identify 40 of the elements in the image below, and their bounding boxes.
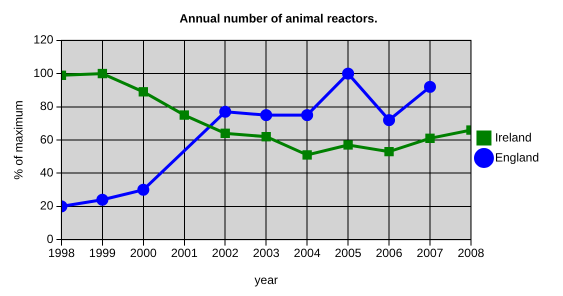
- x-tick-label: 1998: [48, 246, 76, 260]
- y-tick-label: 40: [40, 166, 54, 180]
- x-tick-label: 2005: [334, 246, 362, 260]
- legend-label: England: [494, 150, 540, 164]
- point: [343, 140, 353, 150]
- y-tick-label: 20: [40, 198, 54, 213]
- point: [302, 150, 312, 160]
- point: [137, 184, 150, 196]
- x-tick-label: 2006: [376, 246, 403, 260]
- point: [138, 87, 148, 97]
- chart-title: Annual number of animal reactors.: [179, 12, 378, 26]
- x-tick-label: 2008: [458, 246, 485, 260]
- point: [260, 109, 272, 122]
- point: [384, 146, 394, 156]
- point: [98, 68, 108, 78]
- x-tick-label: 2001: [170, 246, 198, 260]
- point: [220, 128, 230, 138]
- legend-label: Ireland: [494, 130, 532, 144]
- x-tick-label: 2003: [252, 246, 280, 260]
- point: [96, 194, 108, 206]
- x-tick-label: 1999: [89, 246, 116, 260]
- y-axis-title: % of maximum: [12, 100, 26, 180]
- point: [424, 80, 436, 93]
- x-tick-label: 2004: [294, 246, 321, 260]
- point: [219, 106, 232, 118]
- point: [383, 114, 396, 126]
- point: [262, 132, 271, 142]
- y-tick-label: 120: [33, 32, 54, 47]
- y-tick-label: 0: [46, 232, 54, 246]
- point: [342, 68, 354, 80]
- x-tick-label: 2000: [130, 246, 157, 260]
- point: [180, 110, 189, 120]
- y-tick-label: 80: [40, 99, 54, 114]
- point: [425, 134, 435, 144]
- x-tick-label: 2002: [212, 246, 239, 260]
- x-axis-title: year: [254, 273, 278, 288]
- x-tick-label: 2007: [416, 246, 444, 260]
- y-tick-label: 60: [40, 132, 54, 146]
- y-tick-label: 100: [33, 66, 54, 80]
- point: [301, 109, 314, 122]
